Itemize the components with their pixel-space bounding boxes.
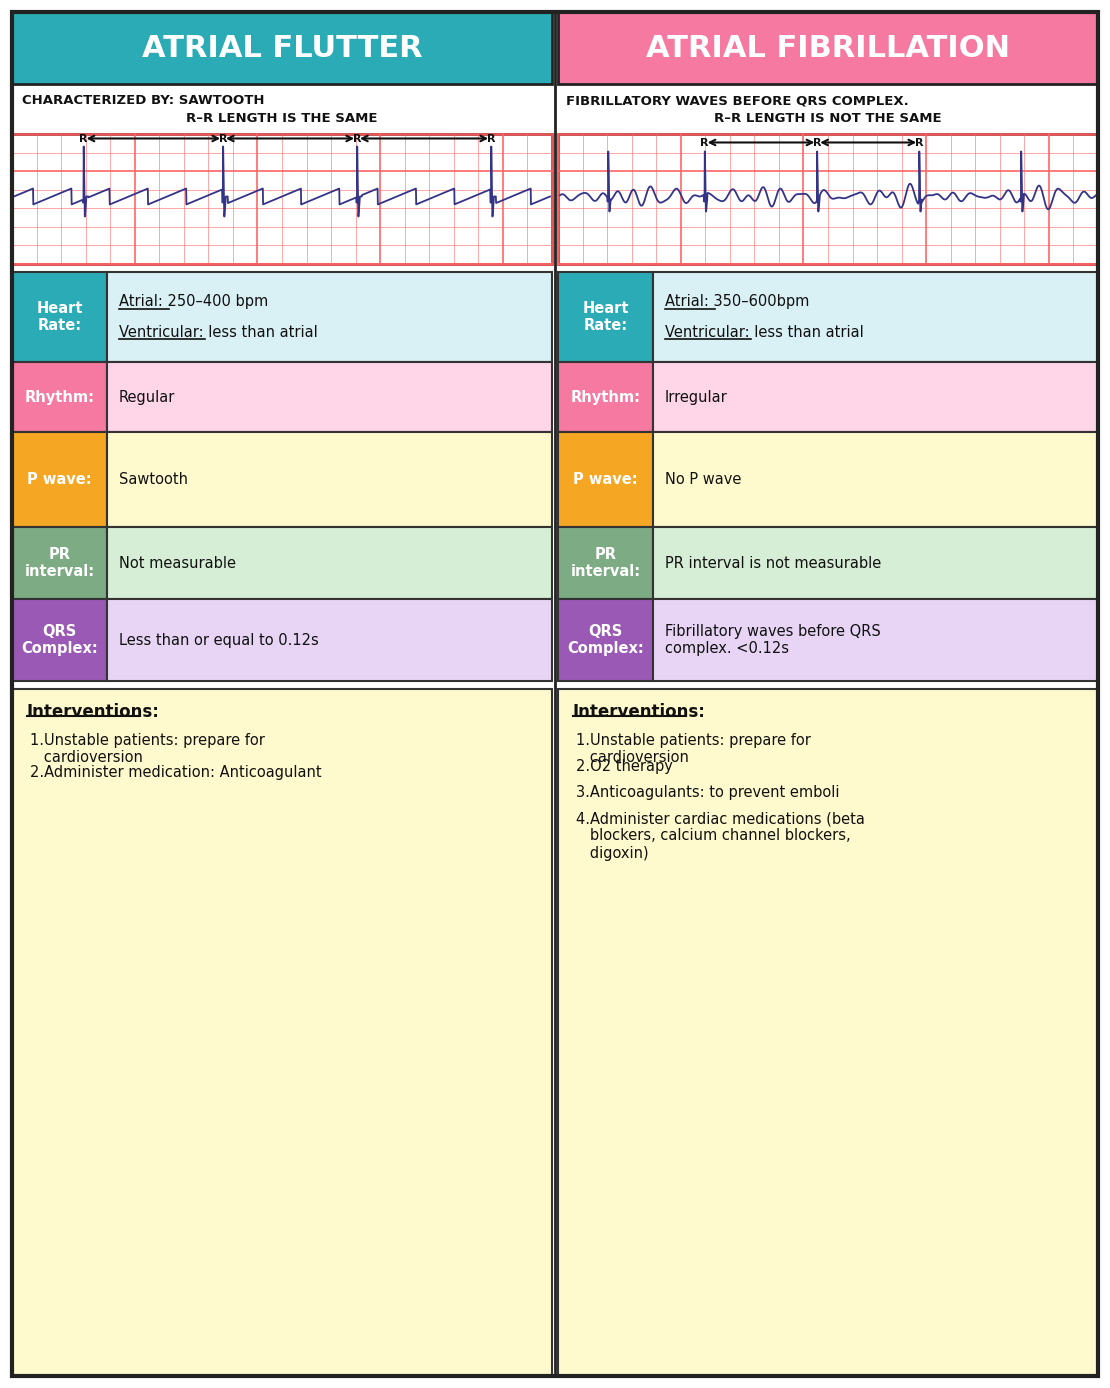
Text: FIBRILLATORY WAVES BEFORE QRS COMPLEX.: FIBRILLATORY WAVES BEFORE QRS COMPLEX. — [566, 94, 909, 107]
Text: R: R — [219, 135, 228, 144]
Text: No P wave: No P wave — [665, 472, 741, 487]
Text: 2.O2 therapy: 2.O2 therapy — [576, 759, 673, 775]
Text: R: R — [813, 139, 821, 149]
FancyBboxPatch shape — [653, 272, 1098, 362]
Text: 2.Administer medication: Anticoagulant: 2.Administer medication: Anticoagulant — [30, 765, 322, 780]
FancyBboxPatch shape — [653, 527, 1098, 600]
FancyBboxPatch shape — [558, 362, 653, 432]
Text: QRS
Complex:: QRS Complex: — [21, 623, 98, 657]
Text: Interventions:: Interventions: — [573, 702, 706, 720]
Text: Regular: Regular — [119, 390, 175, 404]
Text: CHARACTERIZED BY: SAWTOOTH: CHARACTERIZED BY: SAWTOOTH — [22, 94, 264, 107]
Text: ATRIAL FLUTTER: ATRIAL FLUTTER — [142, 33, 422, 62]
Text: Irregular: Irregular — [665, 390, 728, 404]
Text: R: R — [487, 135, 495, 144]
FancyBboxPatch shape — [107, 432, 552, 527]
Text: Sawtooth: Sawtooth — [119, 472, 188, 487]
Text: Heart
Rate:: Heart Rate: — [583, 301, 628, 333]
Text: ATRIAL FIBRILLATION: ATRIAL FIBRILLATION — [646, 33, 1010, 62]
Text: Interventions:: Interventions: — [27, 702, 160, 720]
Text: Heart
Rate:: Heart Rate: — [37, 301, 83, 333]
Text: Less than or equal to 0.12s: Less than or equal to 0.12s — [119, 633, 319, 647]
Text: QRS
Complex:: QRS Complex: — [567, 623, 644, 657]
FancyBboxPatch shape — [558, 600, 653, 682]
Text: R: R — [80, 135, 88, 144]
Text: PR
interval:: PR interval: — [571, 547, 640, 579]
Text: Atrial: 350–600bpm: Atrial: 350–600bpm — [665, 294, 809, 310]
FancyBboxPatch shape — [653, 362, 1098, 432]
Text: 4.Administer cardiac medications (beta
   blockers, calcium channel blockers,
  : 4.Administer cardiac medications (beta b… — [576, 811, 865, 861]
FancyBboxPatch shape — [12, 135, 552, 264]
FancyBboxPatch shape — [653, 432, 1098, 527]
FancyBboxPatch shape — [107, 600, 552, 682]
FancyBboxPatch shape — [12, 527, 107, 600]
Text: Ventricular: less than atrial: Ventricular: less than atrial — [665, 325, 864, 340]
Text: R–R LENGTH IS NOT THE SAME: R–R LENGTH IS NOT THE SAME — [714, 112, 941, 125]
Text: P wave:: P wave: — [27, 472, 92, 487]
Text: P wave:: P wave: — [573, 472, 638, 487]
FancyBboxPatch shape — [12, 432, 107, 527]
Text: Fibrillatory waves before QRS
complex. <0.12s: Fibrillatory waves before QRS complex. <… — [665, 623, 880, 657]
Text: R: R — [915, 139, 924, 149]
Text: Atrial: 250–400 bpm: Atrial: 250–400 bpm — [119, 294, 269, 310]
FancyBboxPatch shape — [558, 272, 653, 362]
FancyBboxPatch shape — [12, 600, 107, 682]
FancyBboxPatch shape — [12, 272, 107, 362]
Text: R: R — [700, 139, 709, 149]
FancyBboxPatch shape — [12, 12, 552, 85]
Text: 1.Unstable patients: prepare for
   cardioversion: 1.Unstable patients: prepare for cardiov… — [30, 733, 265, 765]
FancyBboxPatch shape — [12, 688, 552, 1376]
Text: Ventricular: less than atrial: Ventricular: less than atrial — [119, 325, 317, 340]
Text: PR interval is not measurable: PR interval is not measurable — [665, 555, 881, 570]
Text: Not measurable: Not measurable — [119, 555, 236, 570]
FancyBboxPatch shape — [107, 527, 552, 600]
Text: R–R LENGTH IS THE SAME: R–R LENGTH IS THE SAME — [186, 112, 377, 125]
FancyBboxPatch shape — [558, 527, 653, 600]
FancyBboxPatch shape — [12, 362, 107, 432]
FancyBboxPatch shape — [558, 12, 1098, 85]
Text: 1.Unstable patients: prepare for
   cardioversion: 1.Unstable patients: prepare for cardiov… — [576, 733, 811, 765]
FancyBboxPatch shape — [107, 272, 552, 362]
Text: Rhythm:: Rhythm: — [571, 390, 640, 404]
FancyBboxPatch shape — [107, 362, 552, 432]
FancyBboxPatch shape — [558, 688, 1098, 1376]
Text: PR
interval:: PR interval: — [24, 547, 94, 579]
FancyBboxPatch shape — [653, 600, 1098, 682]
Text: Rhythm:: Rhythm: — [24, 390, 94, 404]
Text: 3.Anticoagulants: to prevent emboli: 3.Anticoagulants: to prevent emboli — [576, 786, 839, 799]
FancyBboxPatch shape — [558, 135, 1098, 264]
Text: R: R — [353, 135, 361, 144]
FancyBboxPatch shape — [558, 432, 653, 527]
